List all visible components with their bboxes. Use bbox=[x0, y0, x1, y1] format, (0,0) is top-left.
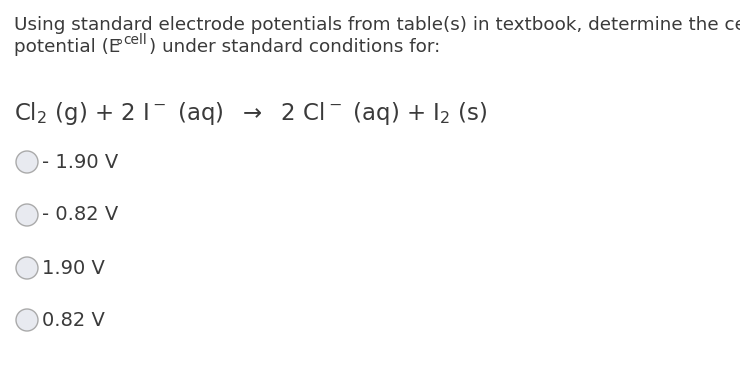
Text: °: ° bbox=[116, 39, 124, 54]
Circle shape bbox=[16, 151, 38, 173]
Text: 0.82 V: 0.82 V bbox=[42, 311, 105, 330]
Circle shape bbox=[16, 204, 38, 226]
Text: ) under standard conditions for:: ) under standard conditions for: bbox=[149, 38, 440, 56]
Text: potential (E: potential (E bbox=[14, 38, 121, 56]
Circle shape bbox=[16, 309, 38, 331]
Text: - 1.90 V: - 1.90 V bbox=[42, 153, 118, 172]
Text: cell: cell bbox=[123, 33, 147, 47]
Text: 1.90 V: 1.90 V bbox=[42, 258, 105, 277]
Circle shape bbox=[16, 257, 38, 279]
Text: $\mathregular{Cl_2}$ (g) + 2 I$^-$ (aq)  $\rightarrow$  2 Cl$^-$ (aq) + $\mathre: $\mathregular{Cl_2}$ (g) + 2 I$^-$ (aq) … bbox=[14, 100, 488, 127]
Text: - 0.82 V: - 0.82 V bbox=[42, 205, 118, 224]
Text: Using standard electrode potentials from table(s) in textbook, determine the cel: Using standard electrode potentials from… bbox=[14, 16, 740, 34]
